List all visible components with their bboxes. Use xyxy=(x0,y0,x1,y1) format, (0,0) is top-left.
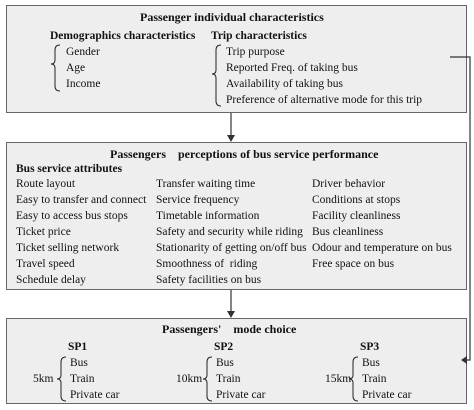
trip-item: Trip purpose xyxy=(226,46,285,58)
brace-sp1 xyxy=(56,356,67,402)
scenario-mode: Train xyxy=(362,373,387,385)
attribute-item: Safety facilities on bus xyxy=(156,274,262,286)
brace-demographics xyxy=(50,44,61,92)
trip-item: Availability of taking bus xyxy=(226,78,344,90)
scenario-label-sp1: SP1 xyxy=(68,341,88,353)
scenario-label-sp3: SP3 xyxy=(360,341,380,353)
scenario-mode: Train xyxy=(216,373,241,385)
trip-item: Preference of alternative mode for this … xyxy=(226,94,423,106)
attribute-item: Driver behavior xyxy=(312,178,386,190)
scenario-mode: Bus xyxy=(216,357,234,369)
scenario-mode: Bus xyxy=(70,357,88,369)
arrowhead-middle-to-bottom xyxy=(227,311,235,318)
scenario-mode: Private car xyxy=(70,389,120,401)
scenario-mode: Bus xyxy=(362,357,380,369)
attribute-item: Bus cleanliness xyxy=(312,226,384,238)
attribute-item: Free space on bus xyxy=(312,258,395,270)
attribute-item: Facility cleanliness xyxy=(312,210,401,222)
attribute-item: Service frequency xyxy=(156,194,240,206)
attribute-item: Route layout xyxy=(16,178,76,190)
scenario-mode: Private car xyxy=(362,389,412,401)
passenger-characteristics-title: Passenger individual characteristics xyxy=(140,10,324,24)
attribute-item: Schedule delay xyxy=(16,274,86,286)
attribute-item: Travel speed xyxy=(16,258,75,270)
attribute-item: Safety and security while riding xyxy=(156,226,303,238)
attribute-item: Timetable information xyxy=(156,210,260,222)
attribute-item: Stationarity of getting on/off bus xyxy=(156,242,307,254)
arrowhead-side-connector xyxy=(461,356,467,364)
passenger-characteristics-box xyxy=(6,5,467,113)
attribute-item: Smoothness of riding xyxy=(156,258,258,270)
mode-choice-title: Passengers' mode choice xyxy=(162,322,297,336)
scenario-distance: 10km xyxy=(176,373,203,385)
brace-sp3 xyxy=(348,356,359,402)
scenario-distance: 5km xyxy=(33,373,54,385)
attribute-item: Odour and temperature on bus xyxy=(312,242,452,254)
demographics-item: Income xyxy=(66,78,101,90)
attribute-item: Transfer waiting time xyxy=(156,178,256,190)
brace-trip xyxy=(211,44,222,107)
trip-heading: Trip characteristics xyxy=(211,30,307,42)
arrow-side-connector xyxy=(450,56,471,361)
attribute-item: Ticket selling network xyxy=(16,242,120,254)
bus-performance-box xyxy=(6,142,467,290)
attribute-item: Easy to transfer and connect xyxy=(16,194,147,206)
demographics-item: Age xyxy=(66,62,86,74)
attribute-item: Conditions at stops xyxy=(312,194,401,206)
bus-performance-title: Passengers perceptions of bus service pe… xyxy=(110,147,379,161)
demographics-heading: Demographics characteristics xyxy=(50,30,196,42)
trip-item: Reported Freq. of taking bus xyxy=(226,62,358,74)
bus-attributes-heading: Bus service attributes xyxy=(16,163,123,175)
attribute-item: Ticket price xyxy=(16,226,71,238)
scenario-distance: 15km xyxy=(325,373,352,385)
scenario-mode: Train xyxy=(70,373,95,385)
scenario-mode: Private car xyxy=(216,389,266,401)
attribute-item: Easy to access bus stops xyxy=(16,210,128,222)
arrowhead-top-to-middle xyxy=(227,135,235,142)
brace-sp2 xyxy=(202,356,213,402)
scenario-label-sp2: SP2 xyxy=(214,341,234,353)
demographics-item: Gender xyxy=(66,46,100,58)
